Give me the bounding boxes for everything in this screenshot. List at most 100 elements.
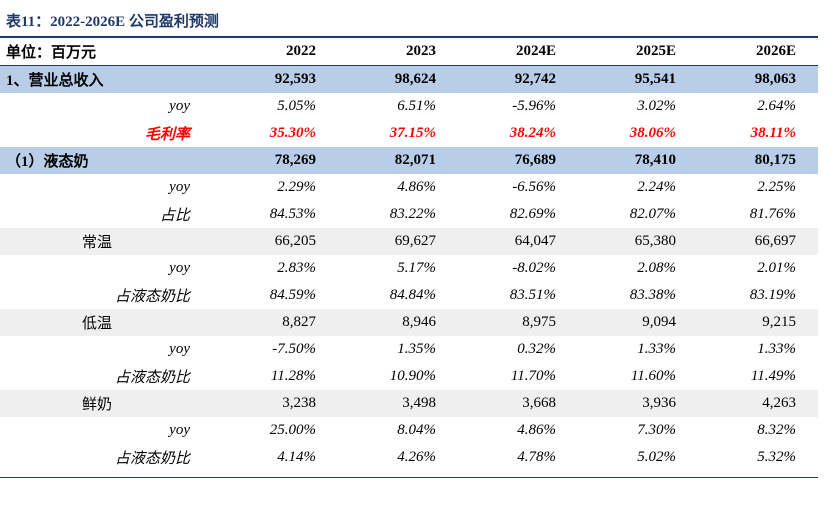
cell: 2.24% [637, 179, 676, 195]
cell: 98,624 [338, 65, 458, 93]
col-year-2024e: 2024E [458, 38, 578, 66]
top-rule [0, 36, 818, 38]
cell: 81.76% [749, 206, 796, 222]
row-label: yoy [169, 422, 190, 438]
cell: 8,946 [338, 309, 458, 336]
cell: 83.19% [749, 287, 796, 303]
cell: 25.00% [269, 422, 316, 438]
cell: 8.32% [757, 422, 796, 438]
row-liquid-milk: （1）液态奶 78,269 82,071 76,689 78,410 80,17… [0, 147, 818, 174]
cell: 3,668 [458, 390, 578, 417]
cell: 11.49% [750, 368, 796, 384]
cell: 3,498 [338, 390, 458, 417]
cell: 83.22% [389, 206, 436, 222]
row-label: 鲜奶 [0, 390, 218, 417]
cell: 92,742 [458, 65, 578, 93]
cell: 95,541 [578, 65, 698, 93]
cell: 38.24% [509, 125, 556, 141]
cell: -7.50% [272, 341, 316, 357]
header-row: 单位：百万元 2022 2023 2024E 2025E 2026E [0, 38, 818, 66]
cell: 84.84% [389, 287, 436, 303]
cell: 84.59% [269, 287, 316, 303]
row-chilled: 低温 8,827 8,946 8,975 9,094 9,215 [0, 309, 818, 336]
row-label: 常温 [0, 228, 218, 255]
cell: 9,215 [698, 309, 818, 336]
cell: 35.30% [269, 125, 316, 141]
cell: -8.02% [512, 260, 556, 276]
cell: 11.70% [510, 368, 556, 384]
cell: 2.83% [277, 260, 316, 276]
cell: 2.25% [757, 179, 796, 195]
cell: 66,205 [218, 228, 338, 255]
row-label: 占液态奶比 [114, 370, 190, 386]
cell: 69,627 [338, 228, 458, 255]
row-label: yoy [169, 260, 190, 276]
row-chilled-yoy: yoy -7.50% 1.35% 0.32% 1.33% 1.33% [0, 336, 818, 363]
row-revenue-yoy: yoy 5.05% 6.51% -5.96% 3.02% 2.64% [0, 93, 818, 120]
cell: 3.02% [637, 98, 676, 114]
row-total-revenue: 1、营业总收入 92,593 98,624 92,742 95,541 98,0… [0, 65, 818, 93]
cell: 10.90% [389, 368, 436, 384]
cell: 82.07% [629, 206, 676, 222]
col-year-2026e: 2026E [698, 38, 818, 66]
cell: 64,047 [458, 228, 578, 255]
cell: -6.56% [512, 179, 556, 195]
cell: 38.06% [629, 125, 676, 141]
cell: 5.32% [757, 449, 796, 465]
row-label: 占比 [159, 208, 190, 224]
cell: 82,071 [338, 147, 458, 174]
cell: 4.86% [517, 422, 556, 438]
row-liquid-milk-yoy: yoy 2.29% 4.86% -6.56% 2.24% 2.25% [0, 174, 818, 201]
row-ambient-yoy: yoy 2.83% 5.17% -8.02% 2.08% 2.01% [0, 255, 818, 282]
row-label: 低温 [0, 309, 218, 336]
col-year-2025e: 2025E [578, 38, 698, 66]
cell: 1.33% [757, 341, 796, 357]
cell: 76,689 [458, 147, 578, 174]
row-fresh-milk-share: 占液态奶比 4.14% 4.26% 4.78% 5.02% 5.32% [0, 444, 818, 471]
cell: 8,975 [458, 309, 578, 336]
row-liquid-milk-share: 占比 84.53% 83.22% 82.69% 82.07% 81.76% [0, 201, 818, 228]
cell: 83.51% [509, 287, 556, 303]
row-label: yoy [169, 98, 190, 114]
cell: 83.38% [629, 287, 676, 303]
cell: 92,593 [218, 65, 338, 93]
cell: 11.28% [270, 368, 316, 384]
cell: 4.86% [397, 179, 436, 195]
col-year-2022: 2022 [218, 38, 338, 66]
cell: 0.32% [517, 341, 556, 357]
profit-forecast-table: 单位：百万元 2022 2023 2024E 2025E 2026E 1、营业总… [0, 38, 818, 471]
cell: 2.29% [277, 179, 316, 195]
cell: 8,827 [218, 309, 338, 336]
cell: 65,380 [578, 228, 698, 255]
cell: 1.33% [637, 341, 676, 357]
row-label: yoy [169, 341, 190, 357]
cell: 4.26% [397, 449, 436, 465]
row-fresh-milk-yoy: yoy 25.00% 8.04% 4.86% 7.30% 8.32% [0, 417, 818, 444]
cell: 66,697 [698, 228, 818, 255]
cell: 4.14% [277, 449, 316, 465]
cell: 5.02% [637, 449, 676, 465]
cell: 78,410 [578, 147, 698, 174]
cell: 8.04% [397, 422, 436, 438]
cell: 2.64% [757, 98, 796, 114]
row-ambient: 常温 66,205 69,627 64,047 65,380 66,697 [0, 228, 818, 255]
cell: 2.01% [757, 260, 796, 276]
cell: 1.35% [397, 341, 436, 357]
unit-label: 单位：百万元 [0, 38, 218, 66]
cell: 4.78% [517, 449, 556, 465]
cell: 6.51% [397, 98, 436, 114]
cell: 82.69% [509, 206, 556, 222]
cell: 80,175 [698, 147, 818, 174]
cell: 37.15% [389, 125, 436, 141]
row-chilled-share: 占液态奶比 11.28% 10.90% 11.70% 11.60% 11.49% [0, 363, 818, 390]
row-label: （1）液态奶 [0, 147, 218, 174]
row-ambient-share: 占液态奶比 84.59% 84.84% 83.51% 83.38% 83.19% [0, 282, 818, 309]
row-label: 1、营业总收入 [0, 65, 218, 93]
row-fresh-milk: 鲜奶 3,238 3,498 3,668 3,936 4,263 [0, 390, 818, 417]
cell: 3,238 [218, 390, 338, 417]
row-label: 毛利率 [144, 127, 190, 143]
cell: 11.60% [630, 368, 676, 384]
row-label: 占液态奶比 [114, 289, 190, 305]
cell: 38.11% [750, 125, 796, 141]
cell: 5.05% [277, 98, 316, 114]
